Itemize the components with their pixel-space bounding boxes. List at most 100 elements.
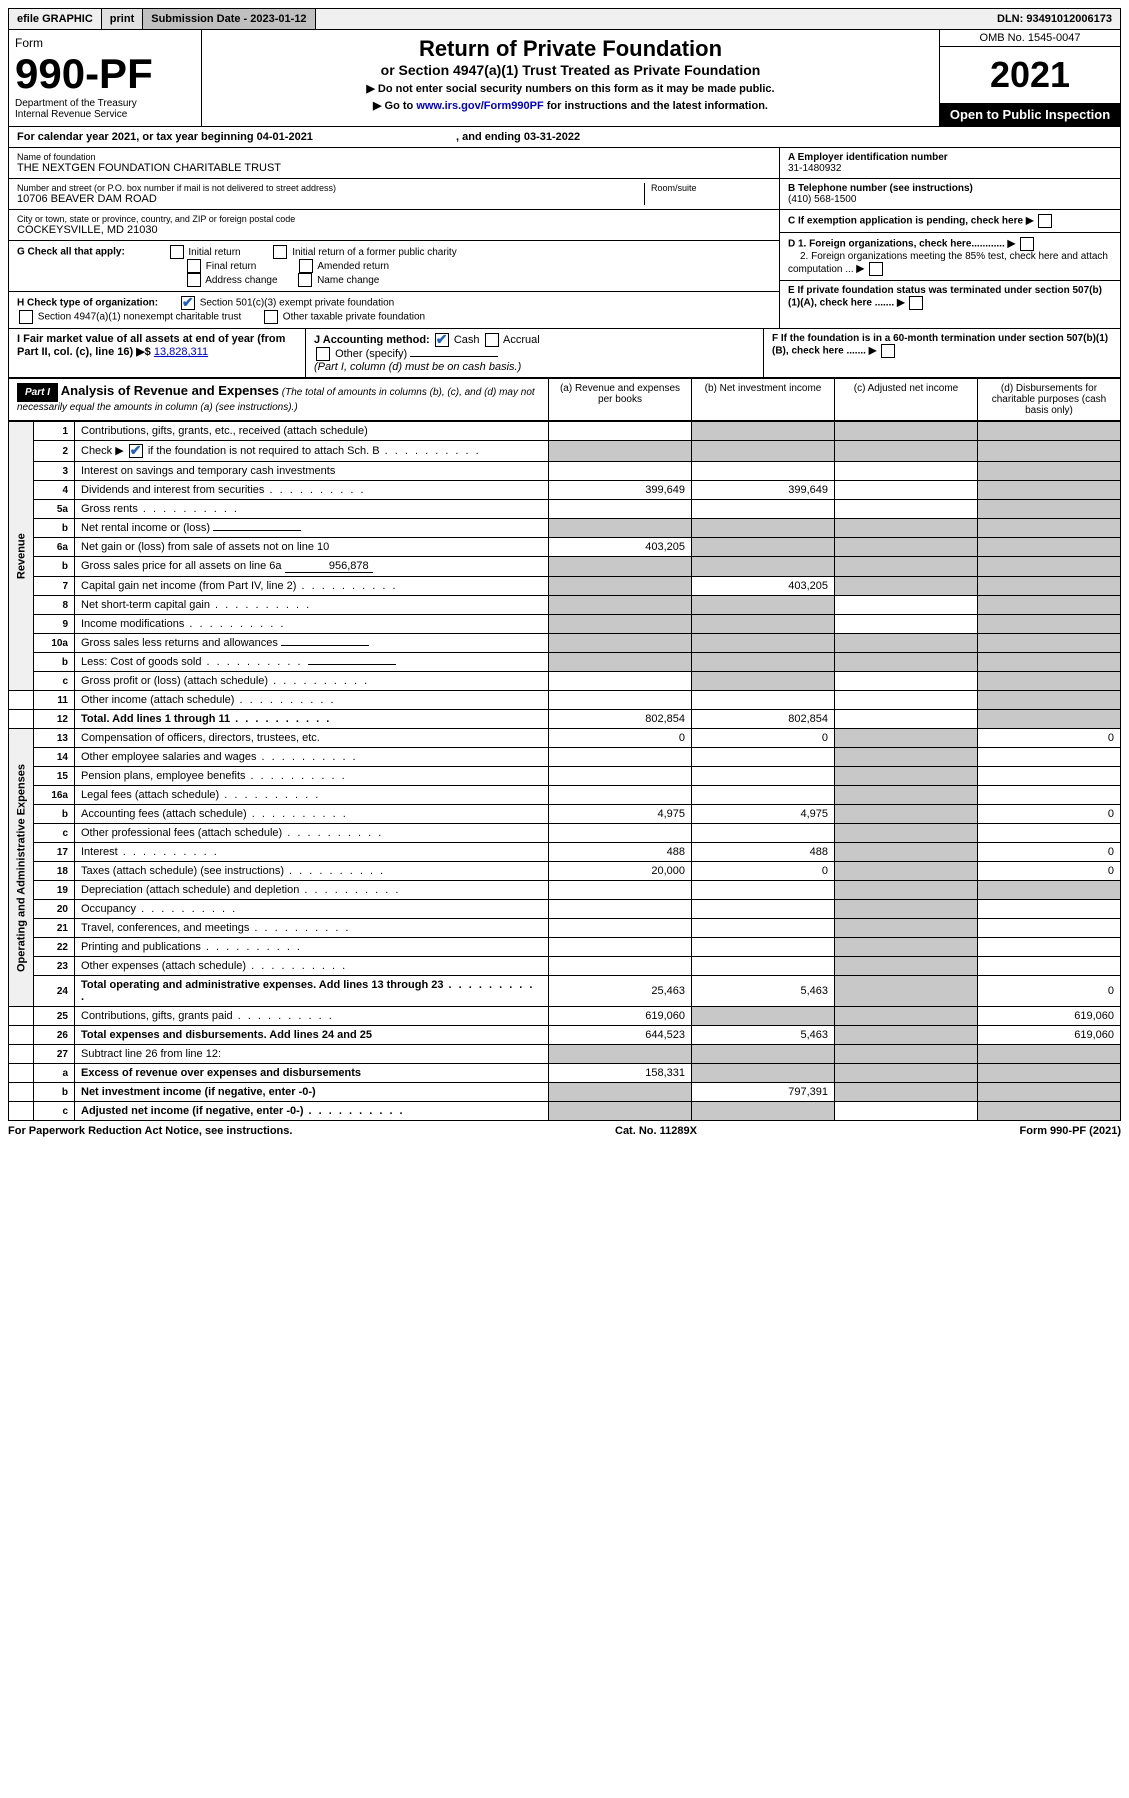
revenue-side-label: Revenue: [9, 422, 34, 691]
cash-checkbox[interactable]: [435, 333, 449, 347]
name-change-checkbox[interactable]: [298, 273, 312, 287]
table-row: 20Occupancy: [9, 900, 1121, 919]
table-row: 4Dividends and interest from securities3…: [9, 481, 1121, 500]
paperwork-notice: For Paperwork Reduction Act Notice, see …: [8, 1125, 292, 1137]
instr-no-ssn: ▶ Do not enter social security numbers o…: [208, 82, 933, 95]
c-exemption-cell: C If exemption application is pending, c…: [780, 210, 1120, 233]
year-block: OMB No. 1545-0047 2021 Open to Public In…: [939, 30, 1120, 126]
part1-table: Revenue 1Contributions, gifts, grants, e…: [8, 421, 1121, 1121]
accrual-checkbox[interactable]: [485, 333, 499, 347]
table-row: cOther professional fees (attach schedul…: [9, 824, 1121, 843]
final-return-checkbox[interactable]: [187, 259, 201, 273]
dept-treasury: Department of the Treasury: [15, 98, 195, 109]
calendar-year-row: For calendar year 2021, or tax year begi…: [8, 127, 1121, 148]
table-row: 5aGross rents: [9, 500, 1121, 519]
table-row: bGross sales price for all assets on lin…: [9, 557, 1121, 577]
i-fmv-cell: I Fair market value of all assets at end…: [9, 329, 306, 377]
table-row: 6aNet gain or (loss) from sale of assets…: [9, 538, 1121, 557]
form-number: 990-PF: [15, 50, 195, 98]
table-row: 10aGross sales less returns and allowanc…: [9, 634, 1121, 653]
h-org-type: H Check type of organization: Section 50…: [9, 292, 779, 328]
ijf-section: I Fair market value of all assets at end…: [8, 329, 1121, 378]
dln-number: DLN: 93491012006173: [989, 9, 1120, 29]
table-row: 7Capital gain net income (from Part IV, …: [9, 577, 1121, 596]
table-row: Operating and Administrative Expenses 13…: [9, 729, 1121, 748]
d1-checkbox[interactable]: [1020, 237, 1034, 251]
submission-date: Submission Date - 2023-01-12: [143, 9, 315, 29]
table-row: cAdjusted net income (if negative, enter…: [9, 1102, 1121, 1121]
table-row: aExcess of revenue over expenses and dis…: [9, 1064, 1121, 1083]
foundation-name-cell: Name of foundation THE NEXTGEN FOUNDATIO…: [9, 148, 779, 179]
form-subtitle: or Section 4947(a)(1) Trust Treated as P…: [208, 62, 933, 78]
col-a-header: (a) Revenue and expenses per books: [548, 379, 691, 420]
top-toolbar: efile GRAPHIC print Submission Date - 20…: [8, 8, 1121, 30]
form-word: Form: [15, 36, 195, 50]
c-checkbox[interactable]: [1038, 214, 1052, 228]
table-row: 22Printing and publications: [9, 938, 1121, 957]
table-row: 8Net short-term capital gain: [9, 596, 1121, 615]
g-check-section: G Check all that apply: Initial return I…: [9, 241, 779, 292]
table-row: 9Income modifications: [9, 615, 1121, 634]
form-title-block: Return of Private Foundation or Section …: [202, 30, 939, 126]
table-row: Revenue 1Contributions, gifts, grants, e…: [9, 422, 1121, 441]
table-row: 21Travel, conferences, and meetings: [9, 919, 1121, 938]
d-foreign-cell: D 1. Foreign organizations, check here..…: [780, 233, 1120, 281]
part1-label: Part I: [17, 383, 58, 402]
table-row: bNet rental income or (loss): [9, 519, 1121, 538]
d2-checkbox[interactable]: [869, 262, 883, 276]
f-checkbox[interactable]: [881, 344, 895, 358]
table-row: 11Other income (attach schedule): [9, 691, 1121, 710]
other-taxable-checkbox[interactable]: [264, 310, 278, 324]
table-row: 15Pension plans, employee benefits: [9, 767, 1121, 786]
table-row: 16aLegal fees (attach schedule): [9, 786, 1121, 805]
omb-number: OMB No. 1545-0047: [940, 30, 1120, 47]
ein-cell: A Employer identification number 31-1480…: [780, 148, 1120, 179]
form-id-block: Form 990-PF Department of the Treasury I…: [9, 30, 202, 126]
501c3-checkbox[interactable]: [181, 296, 195, 310]
table-row: 19Depreciation (attach schedule) and dep…: [9, 881, 1121, 900]
efile-label: efile GRAPHIC: [9, 9, 102, 29]
tax-year: 2021: [940, 47, 1120, 103]
table-row: 26Total expenses and disbursements. Add …: [9, 1026, 1121, 1045]
part1-title: Analysis of Revenue and Expenses: [61, 383, 279, 398]
table-row: bNet investment income (if negative, ent…: [9, 1083, 1121, 1102]
table-row: 14Other employee salaries and wages: [9, 748, 1121, 767]
open-inspection: Open to Public Inspection: [940, 103, 1120, 126]
table-row: 25Contributions, gifts, grants paid619,0…: [9, 1007, 1121, 1026]
schb-checkbox[interactable]: [129, 444, 143, 458]
col-d-header: (d) Disbursements for charitable purpose…: [977, 379, 1120, 420]
4947a1-checkbox[interactable]: [19, 310, 33, 324]
e-terminated-cell: E If private foundation status was termi…: [780, 281, 1120, 314]
e-checkbox[interactable]: [909, 296, 923, 310]
table-row: bAccounting fees (attach schedule)4,9754…: [9, 805, 1121, 824]
table-row: 17Interest4884880: [9, 843, 1121, 862]
form-title: Return of Private Foundation: [208, 36, 933, 62]
form-header: Form 990-PF Department of the Treasury I…: [8, 30, 1121, 127]
address-change-checkbox[interactable]: [187, 273, 201, 287]
table-row: 23Other expenses (attach schedule): [9, 957, 1121, 976]
form-ref: Form 990-PF (2021): [1020, 1125, 1121, 1137]
instr-goto: ▶ Go to www.irs.gov/Form990PF for instru…: [208, 99, 933, 112]
dept-irs: Internal Revenue Service: [15, 109, 195, 120]
address-cell: Number and street (or P.O. box number if…: [9, 179, 779, 210]
city-cell: City or town, state or province, country…: [9, 210, 779, 241]
table-row: 24Total operating and administrative exp…: [9, 976, 1121, 1007]
form990pf-link[interactable]: www.irs.gov/Form990PF: [416, 100, 543, 112]
page-footer: For Paperwork Reduction Act Notice, see …: [8, 1121, 1121, 1141]
table-row: bLess: Cost of goods sold: [9, 653, 1121, 672]
f-60month-cell: F If the foundation is in a 60-month ter…: [764, 329, 1120, 377]
amended-return-checkbox[interactable]: [299, 259, 313, 273]
print-button[interactable]: print: [102, 9, 143, 29]
col-c-header: (c) Adjusted net income: [834, 379, 977, 420]
initial-return-checkbox[interactable]: [170, 245, 184, 259]
col-b-header: (b) Net investment income: [691, 379, 834, 420]
identity-section: Name of foundation THE NEXTGEN FOUNDATIO…: [8, 148, 1121, 329]
table-row: 18Taxes (attach schedule) (see instructi…: [9, 862, 1121, 881]
initial-former-checkbox[interactable]: [273, 245, 287, 259]
table-row: cGross profit or (loss) (attach schedule…: [9, 672, 1121, 691]
other-method-checkbox[interactable]: [316, 347, 330, 361]
table-row: 27Subtract line 26 from line 12:: [9, 1045, 1121, 1064]
cat-number: Cat. No. 11289X: [615, 1125, 697, 1137]
table-row: 2 Check ▶ if the foundation is not requi…: [9, 441, 1121, 462]
part1-header-row: Part I Analysis of Revenue and Expenses …: [8, 378, 1121, 421]
